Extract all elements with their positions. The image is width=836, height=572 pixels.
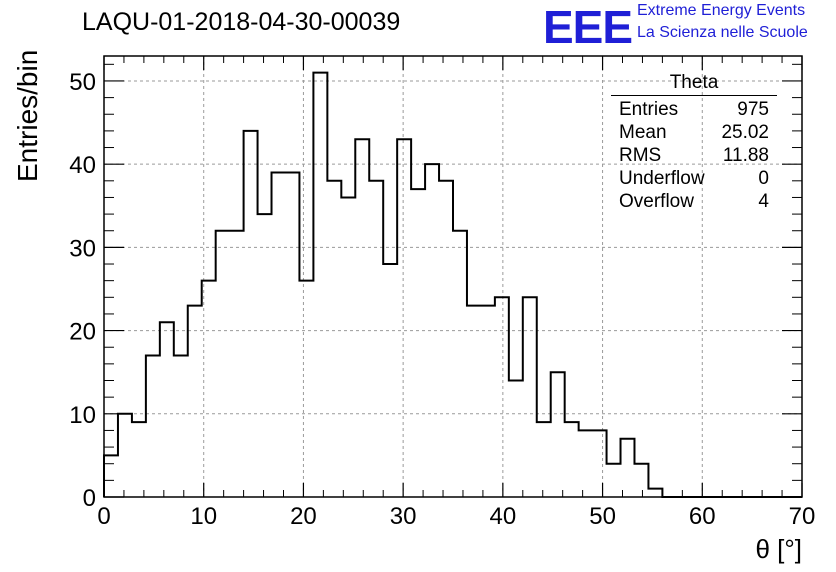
stats-label: Underflow [619,168,705,189]
histogram-bin [537,422,551,497]
histogram-bin [634,464,648,497]
grid-lines [104,56,802,497]
plot-frame [103,55,803,498]
x-tick-label: 20 [290,503,317,530]
histogram-bin [467,306,481,497]
y-tick-label: 50 [69,69,96,96]
x-tick-label: 10 [190,503,217,530]
y-tick-label: 30 [69,235,96,262]
histogram-bin [383,264,397,497]
logo-line-1: Extreme Energy Events [637,2,806,19]
histogram-bin [174,356,188,497]
histogram-bin [453,231,467,497]
histogram-bin [495,297,509,497]
stats-value: 975 [737,99,769,120]
histogram-bin [341,197,355,497]
stats-value: 0 [758,168,769,189]
histogram-bin [523,297,537,497]
y-axis-label: Entries/bin [12,49,43,182]
histogram-bin [648,489,662,497]
histogram-bin [244,131,258,497]
histogram-bin [607,464,621,497]
histogram-bin [481,306,495,497]
histogram-bin [272,172,286,497]
x-tick-label: 0 [97,503,110,530]
histogram-bin [327,181,341,497]
stats-row-rms: RMS 11.88 [611,144,777,167]
histogram-bin [299,281,313,497]
histogram-bin [509,381,523,497]
chart-title: LAQU-01-2018-04-30-00039 [82,8,401,36]
histogram-bin [188,306,202,497]
histogram-bin [230,231,244,497]
histogram-bin [285,172,299,497]
x-tick-label: 30 [390,503,417,530]
stats-label: RMS [619,145,662,166]
histogram-bin [369,181,383,497]
stats-label: Mean [619,122,667,143]
histogram-bin [355,139,369,497]
y-tick-label: 40 [69,152,96,179]
histogram-bin [565,422,579,497]
histogram-bin [104,455,118,497]
stats-value: 25.02 [721,122,769,143]
histogram-bin [593,430,607,497]
y-tick-label: 0 [83,485,96,512]
histogram-bin [411,189,425,497]
histogram-bin [579,430,593,497]
histogram-bin [621,439,635,497]
histogram-bin [118,414,132,497]
x-tick-label: 60 [689,503,716,530]
eee-logo: EEE [543,1,633,53]
histogram-outline [103,71,802,498]
histogram-bin [132,422,146,497]
histogram-bin [146,356,160,497]
x-axis-label: θ [°] [755,534,802,564]
histogram-bin [216,231,230,497]
histogram-bins [104,73,662,497]
x-tick-label: 50 [589,503,616,530]
histogram-bin [551,372,565,497]
histogram-bin [258,214,272,497]
histogram-bin [397,139,411,497]
stats-row-mean: Mean 25.02 [611,121,777,144]
logo-line-2: La Scienza nelle Scuole [637,24,808,41]
stats-label: Overflow [619,191,694,212]
stats-value: 11.88 [722,145,769,166]
stats-label: Entries [619,99,679,120]
histogram-bin [439,181,453,497]
stats-row-overflow: Overflow 4 [611,190,777,213]
y-tick-label: 10 [69,402,96,429]
stats-box: Theta Entries 975 Mean 25.02 RMS 11.88 U… [611,72,777,213]
histogram-bin [160,322,174,497]
x-tick-label: 70 [789,503,816,530]
stats-name: Theta [611,72,777,96]
stats-row-underflow: Underflow 0 [611,167,777,190]
y-tick-label: 20 [69,319,96,346]
stats-value: 4 [758,191,769,212]
histogram-bin [313,73,327,497]
stats-row-entries: Entries 975 [611,98,777,121]
x-tick-label: 40 [490,503,517,530]
